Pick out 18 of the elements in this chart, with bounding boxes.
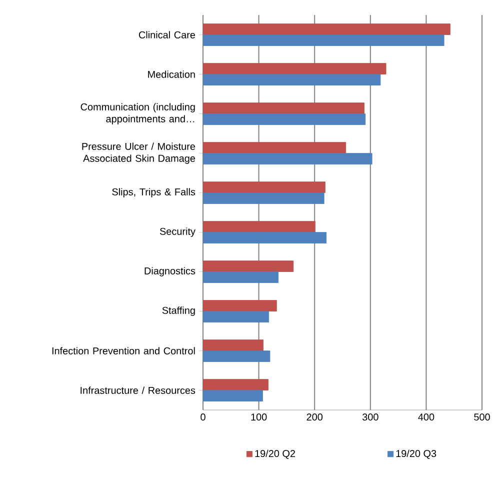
y-tick-label: Staffing	[162, 306, 195, 316]
y-tick-label: Clinical Care	[138, 31, 196, 38]
y-tick-label: Diagnostics	[144, 267, 196, 276]
x-tick-label: 0	[200, 414, 206, 421]
y-tick-label: Pressure Ulcer / Moisture Associated Skin Damage	[82, 142, 196, 164]
x-tick-label: 400	[418, 414, 434, 421]
legend-label: 19/20 Q2	[255, 450, 296, 459]
y-tick-label: Medication	[148, 70, 195, 78]
x-tick-label: 500	[474, 414, 490, 421]
legend-label: 19/20 Q3	[396, 450, 436, 459]
y-tick-label: Slips, Trips & Falls	[112, 188, 196, 198]
y-tick-label: Communication (including appointments and…	[80, 103, 195, 124]
y-tick-label: Security	[160, 228, 196, 237]
x-tick-label: 100	[251, 414, 267, 421]
y-tick-label: Infection Prevention and Control	[52, 347, 195, 354]
x-tick-label: 200	[306, 414, 323, 421]
y-tick-label: Infrastructure / Resources	[80, 386, 196, 394]
x-tick-label: 300	[362, 414, 378, 421]
